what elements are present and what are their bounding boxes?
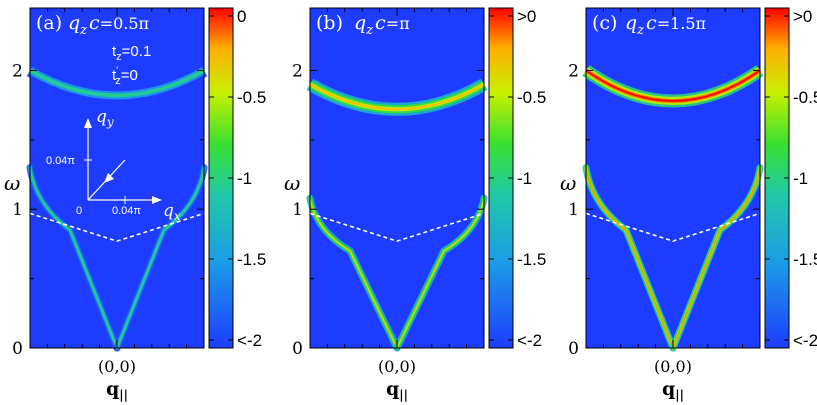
panel-c-title: qz c=1.5π	[625, 12, 706, 38]
panel-b-colorbar-ticks	[489, 15, 513, 341]
panel-b-background	[310, 8, 484, 348]
inset-y-arrowhead	[84, 118, 92, 128]
panel-b-upper-band-layer-3	[309, 83, 485, 111]
panel-a-heatmap	[26, 64, 208, 352]
panel-b-lower-branch-left-layer-2	[309, 197, 398, 349]
panel-b-colorbar-labels: >0 -0.5 -1 -1.5 <-2	[517, 7, 546, 350]
panel-b-xtick-label: (0,0)	[378, 357, 416, 376]
panel-c-lower-branch-right-layer-2	[672, 166, 761, 349]
inset-y-tick-label: 0.04π	[46, 155, 75, 167]
panel-b-ylabel: ω	[284, 171, 300, 195]
panel-b-frame	[309, 7, 485, 349]
panel-a-colorbar-label: <-2	[237, 331, 262, 350]
panel-a-colorbar-label: -1	[237, 169, 252, 188]
panel-b-yticklabels: 0 1 2	[292, 61, 303, 359]
panel-a-lower-branch-left-layer-2	[29, 166, 118, 349]
panel-c-yticklabels: 0 1 2	[568, 61, 579, 359]
panel-a-colorbar-label: -0.5	[237, 88, 266, 107]
inset-qx-label: qx	[163, 201, 181, 223]
inset-x-tick-label: 0.04π	[112, 205, 141, 217]
panel-b-colorbar-label: -1.5	[517, 250, 546, 269]
panel-a-label: (a)	[36, 12, 62, 34]
panel-b-ytick-label: 2	[292, 61, 303, 81]
panel-c-colorbar-label: >0	[793, 7, 812, 26]
panel-b: (b) qz c=π >0 -0.5 -1 -1.5 <-2 0 1 2 ω (0,0) q|…	[284, 7, 546, 402]
panel-c-heatmap	[582, 65, 764, 352]
panel-a-colorbar-label: -1.5	[237, 250, 266, 269]
panel-a-ytick-label: 0	[12, 339, 23, 359]
panel-c-xlabel: q||	[662, 378, 684, 402]
panel-b-lower-branch-right-layer-2	[396, 197, 485, 349]
panel-c-colorbar-label: -1	[793, 169, 808, 188]
inset-x-arrowhead	[152, 196, 162, 204]
panel-c-background	[586, 8, 760, 348]
panel-c-ytick-label: 0	[568, 339, 579, 359]
panel-c-dashed-line	[585, 212, 761, 242]
panel-b-colorbar-label: -0.5	[517, 88, 546, 107]
inset-axes: 0 0.04π 0.04π qx qy	[46, 107, 181, 223]
inset-qy-label: qy	[96, 107, 114, 129]
panel-b-colorbar-label: -1	[517, 169, 532, 188]
panel-a-dashed-line	[29, 212, 205, 242]
panel-c-ytick-label: 1	[568, 200, 579, 220]
panel-b-ytick-label: 1	[292, 200, 303, 220]
panel-c-ylabel: ω	[560, 171, 576, 195]
panel-c-label: (c)	[592, 12, 617, 34]
panel-a-param-tz: tz=0.1	[112, 43, 151, 63]
panel-b-label: (b)	[316, 12, 343, 34]
panel-a-title: qz c=0.5π	[68, 12, 149, 38]
panel-b-heatmap	[306, 78, 488, 352]
panel-a-ylabel: ω	[4, 171, 20, 195]
panel-a-yticklabels: 0 1 2	[12, 61, 23, 359]
panel-c-ticks	[585, 8, 761, 349]
panel-c-colorbar-ticks	[765, 15, 789, 341]
panel-a-colorbar-labels: 0 -0.5 -1 -1.5 <-2	[237, 7, 266, 350]
panel-a-upper-band-layer-3	[29, 69, 205, 97]
panel-c-colorbar-label: <-2	[793, 331, 817, 350]
panel-a-lower-branch-right-layer-2	[116, 166, 205, 349]
panel-a-ytick-label: 2	[12, 61, 23, 81]
panel-c-upper-band-layer-3	[585, 69, 761, 102]
panel-c-ytick-label: 2	[568, 61, 579, 81]
inset-origin-label: 0	[76, 205, 82, 217]
panel-b-colorbar-label: >0	[517, 7, 536, 26]
panel-c-colorbar-labels: >0 -0.5 -1 -1.5 <-2	[793, 7, 817, 350]
panel-a-colorbar-label: 0	[237, 7, 246, 26]
inset-diagonal-arrowhead	[104, 173, 114, 183]
panel-a-frame	[29, 7, 205, 349]
panel-b-ytick-label: 0	[292, 339, 303, 359]
panel-c-xtick-label: (0,0)	[654, 357, 692, 376]
panel-b-title: qz c=π	[354, 12, 410, 38]
panel-c-frame	[585, 7, 761, 349]
panel-b-dashed-line	[309, 212, 485, 242]
panel-a: (a) qz c=0.5π tz=0.1 t' z=0 0 0.04π 0.04π …	[4, 7, 266, 402]
panel-a-xtick-label: (0,0)	[98, 357, 136, 376]
panel-a-param-tpz: t' z=0	[112, 65, 138, 87]
panel-a-xlabel: q||	[106, 378, 128, 402]
panel-a-background	[30, 8, 204, 348]
panel-c-lower-branch-left-layer-2	[585, 166, 674, 349]
panel-c-colorbar-label: -0.5	[793, 88, 817, 107]
panel-a-colorbar-ticks	[209, 15, 233, 341]
panel-a-ytick-label: 1	[12, 200, 23, 220]
panel-c-colorbar-label: -1.5	[793, 250, 817, 269]
panel-b-xlabel: q||	[386, 378, 408, 402]
panel-c: (c) qzc=1.5π >0 -0.5 -1 -1.5 <-2 0 1 2 ω (0,0)…	[560, 7, 817, 402]
panel-b-colorbar-label: <-2	[517, 331, 542, 350]
